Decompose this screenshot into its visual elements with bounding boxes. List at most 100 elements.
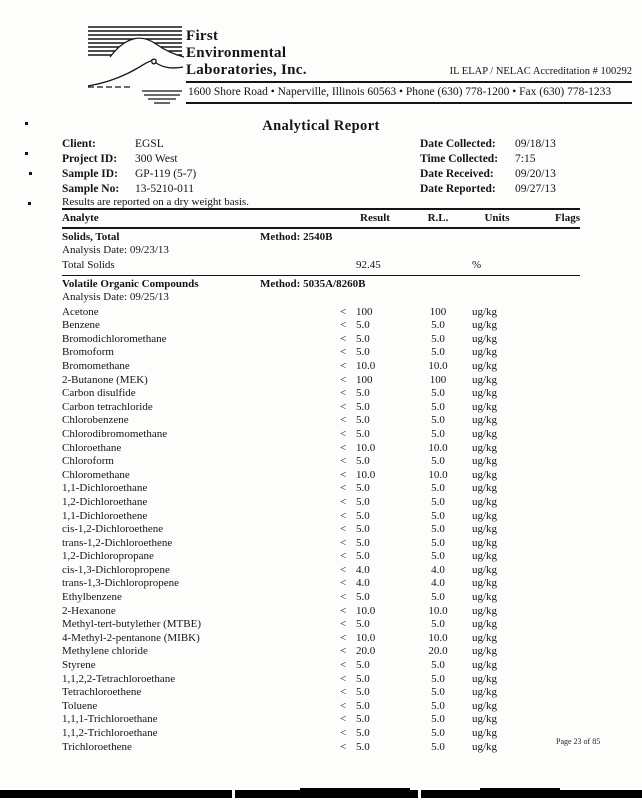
- analyte-name: Bromomethane: [62, 359, 130, 372]
- column-header-result: Result: [360, 212, 390, 224]
- flags-value: [528, 537, 580, 551]
- result-value: 100: [356, 373, 373, 386]
- report-title: Analytical Report: [262, 118, 380, 134]
- units-value: ug/kg: [472, 523, 498, 536]
- flags-value: [528, 713, 580, 727]
- table-row: Styrene <5.0 5.0 ug/kg: [62, 659, 580, 673]
- section-name: Solids, Total: [62, 231, 120, 243]
- analyte-name: 1,1,2,2-Tetrachloroethane: [62, 672, 176, 685]
- analyte-name: 1,2-Dichloropropane: [62, 550, 154, 563]
- reporting-limit-value: 5.0: [431, 495, 445, 508]
- dry-weight-note: Results are reported on a dry weight bas…: [62, 196, 249, 208]
- reporting-limit-value: 4.0: [431, 563, 445, 576]
- analyte-name: Chlorodibromomethane: [62, 427, 168, 440]
- reporting-limit-value: 10.0: [428, 604, 448, 617]
- flags-value: [528, 374, 580, 388]
- result-value: 5.0: [356, 672, 370, 685]
- less-than-operator: <: [340, 618, 347, 631]
- date-received-value: 09/20/13: [515, 168, 556, 180]
- analyte-name: cis-1,2-Dichloroethene: [62, 523, 164, 536]
- analyte-name: 1,1,1-Trichloroethane: [62, 713, 158, 726]
- column-header-flags: Flags: [554, 212, 580, 224]
- analyte-name: Chloromethane: [62, 468, 130, 481]
- result-value: 10.0: [356, 441, 376, 454]
- analyte-name: Chlorobenzene: [62, 414, 129, 427]
- units-value: ug/kg: [472, 713, 498, 726]
- table-row: 4-Methyl-2-pentanone (MIBK) <10.0 10.0 ug/k…: [62, 632, 580, 646]
- units-value: ug/kg: [472, 563, 498, 576]
- less-than-operator: <: [340, 482, 347, 495]
- scan-speck: [29, 172, 32, 175]
- reporting-limit-value: 10.0: [428, 468, 448, 481]
- less-than-operator: <: [340, 577, 347, 590]
- analyte-name: Ethylbenzene: [62, 591, 122, 604]
- units-value: ug/kg: [472, 550, 498, 563]
- less-than-operator: <: [340, 550, 347, 563]
- less-than-operator: [340, 259, 356, 273]
- flags-value: [528, 618, 580, 632]
- flags-value: [528, 659, 580, 673]
- units-value: ug/kg: [472, 482, 498, 495]
- result-value: 20.0: [356, 645, 376, 658]
- units-value: ug/kg: [472, 577, 498, 590]
- less-than-operator: <: [340, 332, 347, 345]
- analyte-name: 4-Methyl-2-pentanone (MIBK): [62, 631, 200, 644]
- units-value: ug/kg: [472, 427, 498, 440]
- info-row-client: Client: EGSL: [62, 137, 196, 152]
- less-than-operator: <: [340, 427, 347, 440]
- analyte-name: Styrene: [62, 659, 96, 672]
- company-name-line3: Laboratories, Inc.: [186, 62, 307, 78]
- reporting-limit-value: 5.0: [431, 319, 445, 332]
- result-value: 5.0: [356, 740, 370, 753]
- reporting-limit-value: 10.0: [428, 359, 448, 372]
- flags-value: [528, 455, 580, 469]
- reporting-limit-value: 5.0: [431, 523, 445, 536]
- flags-value: [528, 442, 580, 456]
- result-value: 5.0: [356, 686, 370, 699]
- reporting-limit-value: 5.0: [431, 400, 445, 413]
- result-value: 5.0: [356, 523, 370, 536]
- analyte-name: Chloroform: [62, 455, 114, 468]
- units-value: ug/kg: [472, 604, 498, 617]
- less-than-operator: <: [340, 387, 347, 400]
- units-value: ug/kg: [472, 672, 498, 685]
- analyte-name: 1,1-Dichloroethene: [62, 509, 148, 522]
- letterhead: First Environmental Laboratories, Inc. I…: [186, 28, 632, 104]
- flags-value: [528, 550, 580, 564]
- flags-value: [528, 510, 580, 524]
- date-collected-label: Date Collected:: [420, 138, 496, 150]
- result-value: 5.0: [356, 509, 370, 522]
- flags-value: [528, 401, 580, 415]
- result-value: 5.0: [356, 591, 370, 604]
- scan-edge-notch: [232, 788, 235, 798]
- analyte-name: 1,1,2-Trichloroethane: [62, 727, 158, 739]
- less-than-operator: <: [340, 468, 347, 481]
- company-name-row: Laboratories, Inc. IL ELAP / NELAC Accre…: [186, 62, 632, 83]
- flags-value: [528, 700, 580, 714]
- table-row: Carbon disulfide <5.0 5.0 ug/kg: [62, 387, 580, 401]
- scan-edge-notch: [418, 788, 421, 798]
- project-id-value: 300 West: [135, 153, 178, 165]
- less-than-operator: <: [340, 509, 347, 522]
- table-row: Bromodichloromethane <5.0 5.0 ug/kg: [62, 333, 580, 347]
- flags-value: [528, 319, 580, 333]
- reporting-limit-value: 5.0: [431, 727, 445, 739]
- table-row: 2-Butanone (MEK) <100 100 ug/kg: [62, 374, 580, 388]
- table-row: 1,1,2-Trichloroethane <5.0 5.0 ug/kg: [62, 727, 580, 741]
- units-value: ug/kg: [472, 645, 498, 658]
- sample-info-left: Client: EGSL Project ID: 300 West Sample…: [62, 137, 196, 197]
- table-row: 1,1-Dichloroethene <5.0 5.0 ug/kg: [62, 510, 580, 524]
- accreditation-text: IL ELAP / NELAC Accreditation # 100292: [449, 66, 632, 77]
- reporting-limit-value: 5.0: [431, 699, 445, 712]
- flags-value: [528, 259, 580, 273]
- company-name-line2: Environmental: [186, 45, 287, 61]
- units-value: ug/kg: [472, 414, 498, 427]
- units-value: ug/kg: [472, 359, 498, 372]
- flags-value: [528, 414, 580, 428]
- time-collected-value: 7:15: [515, 153, 536, 165]
- less-than-operator: <: [340, 672, 347, 685]
- flags-value: [528, 577, 580, 591]
- flags-value: [528, 591, 580, 605]
- units-value: %: [472, 259, 482, 271]
- result-value: 4.0: [356, 577, 370, 590]
